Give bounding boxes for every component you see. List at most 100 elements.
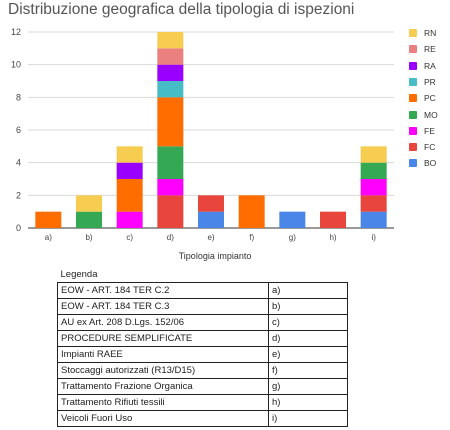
bar-segment-rn	[360, 146, 387, 163]
bar-segment-rn	[76, 195, 102, 212]
bar-segment-re	[157, 48, 184, 65]
x-tick-label: i)	[371, 233, 376, 242]
bar-segment-ra	[116, 162, 143, 179]
legend-table-description: Trattamento Rifiuti tessili	[57, 394, 269, 411]
bar-segment-mo	[76, 211, 102, 228]
bar-segment-fe	[157, 179, 184, 196]
bar-segment-fc	[360, 195, 387, 212]
legend-label: PR	[424, 76, 436, 87]
legend-label: FC	[424, 142, 436, 153]
legend-item: RA	[409, 59, 436, 73]
y-tick-label: 0	[16, 223, 21, 233]
legend-table-description: PROCEDURE SEMPLIFICATE	[57, 330, 269, 347]
bar-segment-ra	[157, 64, 184, 81]
legend-table-code: d)	[268, 330, 348, 347]
x-tick-label: c)	[126, 233, 133, 242]
y-tick-label: 2	[16, 190, 21, 200]
bar-segment-bo	[198, 211, 224, 228]
bar-segment-pc	[157, 97, 184, 147]
bar-segment-pc	[116, 179, 143, 212]
bar-segment-fe	[116, 211, 143, 228]
legend-swatch	[409, 77, 417, 86]
legend-item: RN	[409, 26, 436, 40]
x-tick-label: g)	[289, 233, 296, 242]
y-tick-label: 10	[11, 60, 21, 70]
legend-table-row: AU ex Art. 208 D.Lgs. 152/06 c)	[57, 314, 348, 331]
bar-segment-rn	[157, 32, 184, 49]
legend-table-row: PROCEDURE SEMPLIFICATE d)	[57, 330, 348, 347]
legend-table-row: Veicoli Fuori Uso i)	[57, 410, 348, 427]
legend-table-header-row: Legenda	[58, 267, 348, 283]
legend-table-row: Stoccaggi autorizzati (R13/D15) f)	[57, 362, 348, 379]
legend-item: RE	[409, 42, 436, 56]
legend-table-header: Legenda	[60, 269, 98, 280]
bar-segment-pr	[157, 81, 184, 98]
legend-table-code: b)	[268, 298, 348, 315]
y-tick-label: 4	[16, 158, 21, 168]
legend-table-description: EOW - ART. 184 TER C.3	[57, 298, 269, 315]
x-tick-label: d)	[167, 233, 174, 242]
x-tick-label: f)	[249, 233, 254, 242]
legend-table-description: Stoccaggi autorizzati (R13/D15)	[57, 362, 269, 379]
x-tick-label: a)	[45, 233, 52, 242]
x-tick-label: h)	[329, 233, 336, 242]
legend-item: PR	[409, 75, 436, 89]
x-axis-label: Tipologia impianto	[178, 251, 252, 261]
legend-table-code: c)	[268, 314, 348, 331]
legend-swatch	[409, 29, 417, 37]
legend-swatch	[409, 126, 417, 135]
legend-table-description: Veicoli Fuori Uso	[57, 410, 269, 427]
y-tick-label: 8	[16, 92, 21, 102]
legend-table-header-empty	[269, 267, 348, 283]
x-tick-label: b)	[85, 233, 92, 242]
bar-segment-bo	[360, 211, 387, 228]
legend-item: FE	[409, 124, 435, 138]
y-tick-label: 12	[11, 27, 21, 37]
legend-table-code: a)	[268, 282, 348, 299]
legend-table-row: Impianti RAEE e)	[57, 346, 348, 363]
legend-label: MO	[424, 109, 438, 120]
legend-table-code: g)	[268, 378, 348, 395]
legend-swatch	[409, 159, 417, 168]
bar-segment-fe	[360, 179, 387, 196]
legend-table-description: EOW - ART. 184 TER C.2	[57, 282, 269, 299]
legend-label: FE	[424, 125, 435, 136]
bar-segment-pc	[238, 195, 265, 228]
legend-table-row: EOW - ART. 184 TER C.2 a)	[57, 282, 348, 299]
legend-table: Legenda EOW - ART. 184 TER C.2 a) EOW - AR…	[57, 267, 348, 427]
legend-table-description: Impianti RAEE	[57, 346, 269, 363]
bar-segment-fc	[157, 195, 184, 228]
legend-table-row: EOW - ART. 184 TER C.3 b)	[57, 298, 348, 315]
legend-table-row: Trattamento Frazione Organica g)	[57, 378, 348, 395]
legend-item: PC	[409, 91, 436, 105]
legend-table-description: AU ex Art. 208 D.Lgs. 152/06	[57, 314, 269, 331]
legend-table-description: Trattamento Frazione Organica	[57, 378, 269, 395]
bar-segment-pc	[35, 211, 62, 228]
y-tick-label: 6	[16, 125, 21, 135]
bar-segment-mo	[360, 162, 387, 179]
legend-swatch	[409, 143, 417, 152]
bar-segment-fc	[198, 195, 224, 212]
legend-table-code: e)	[268, 346, 348, 363]
legend-label: PC	[424, 93, 436, 104]
bar-segment-rn	[116, 146, 143, 163]
legend-table-code: f)	[268, 362, 348, 379]
legend-swatch	[409, 45, 417, 54]
legend-swatch	[409, 94, 417, 103]
legend-label: BO	[424, 158, 437, 169]
bar-segment-bo	[279, 211, 306, 228]
legend-table-row: Trattamento Rifiuti tessili h)	[57, 394, 348, 411]
x-tick-label: e)	[207, 233, 214, 242]
legend-swatch	[409, 110, 417, 119]
chart-title: Distribuzione geografica della tipologia…	[8, 1, 355, 18]
legend-table-code: h)	[268, 394, 348, 411]
legend-item: BO	[409, 156, 436, 170]
legend-item: MO	[409, 108, 438, 122]
legend-item: FC	[409, 140, 435, 154]
bar-segment-fc	[320, 211, 346, 228]
legend-table-code: i)	[268, 410, 348, 427]
legend-label: RA	[424, 60, 436, 71]
stacked-bar-chart: 0 2 4 6 8 10 12 a) b) c) d) e) f) g) h) i)	[11, 27, 394, 242]
legend-swatch	[409, 61, 417, 70]
bar-segment-mo	[157, 146, 184, 179]
